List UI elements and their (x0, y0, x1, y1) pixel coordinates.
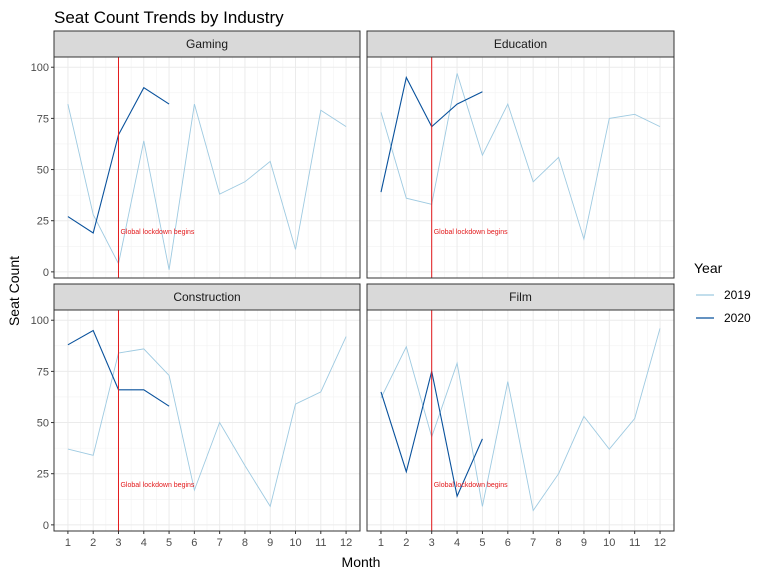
x-tick-label: 11 (315, 537, 326, 549)
panel-gaming: Gaming Global lockdown begins 0 25 50 75 100 (31, 30, 361, 279)
panel-border (53, 56, 361, 279)
facet-strip (366, 30, 675, 58)
panel-education: Education Global lockdown begins (366, 30, 675, 279)
lockdown-annotation: Global lockdown begins (120, 482, 194, 489)
x-tick-label: 1 (65, 537, 71, 549)
legend-label-2020: 2020 (724, 311, 751, 325)
x-tick-label: 3 (115, 537, 121, 549)
x-tick-label: 7 (530, 537, 536, 549)
x-tick-label: 8 (242, 537, 248, 549)
x-tick-label: 11 (629, 537, 640, 549)
x-tick-label: 6 (191, 537, 197, 549)
facet-strip (53, 30, 361, 58)
x-tick-label: 2 (403, 537, 409, 549)
x-axis-title: Month (342, 554, 381, 570)
legend: Year 2019 2020 (694, 260, 751, 325)
y-tick-label: 100 (31, 315, 49, 327)
x-tick-label: 8 (555, 537, 561, 549)
y-axis-title: Seat Count (6, 256, 22, 326)
x-tick-label: 1 (378, 537, 384, 549)
x-tick-label: 7 (217, 537, 223, 549)
y-tick-label: 75 (37, 366, 49, 378)
x-tick-label: 4 (454, 537, 460, 549)
lockdown-annotation: Global lockdown begins (120, 229, 194, 236)
x-tick-label: 4 (141, 537, 147, 549)
x-tick-label: 9 (581, 537, 587, 549)
series-line-2019 (67, 336, 347, 508)
panel-border (366, 56, 675, 279)
x-tick-label: 12 (340, 537, 352, 549)
lockdown-annotation: Global lockdown begins (434, 229, 508, 236)
x-tick-label: 10 (289, 537, 301, 549)
y-tick-label: 25 (37, 469, 49, 481)
y-tick-label: 75 (37, 113, 49, 125)
lockdown-annotation: Global lockdown begins (434, 482, 508, 489)
panel-border (53, 309, 361, 532)
facet-label: Film (509, 290, 532, 304)
series-line-2019 (380, 328, 661, 512)
facet-label: Construction (173, 290, 240, 304)
facet-label: Education (494, 37, 547, 51)
x-tick-label: 5 (479, 537, 485, 549)
facet-label: Gaming (186, 37, 228, 51)
x-tick-label: 3 (429, 537, 435, 549)
y-tick-label: 0 (43, 267, 49, 279)
x-tick-label: 12 (654, 537, 666, 549)
legend-label-2019: 2019 (724, 288, 751, 302)
facet-strip (366, 283, 675, 311)
legend-title: Year (694, 260, 723, 276)
panel-border (366, 309, 675, 532)
series-line-2019 (67, 103, 347, 270)
y-tick-label: 50 (37, 418, 49, 430)
y-tick-label: 50 (37, 165, 49, 177)
x-tick-label: 9 (267, 537, 273, 549)
series-line-2019 (380, 73, 661, 241)
x-tick-label: 5 (166, 537, 172, 549)
y-tick-label: 0 (43, 520, 49, 532)
x-tick-label: 6 (505, 537, 511, 549)
y-tick-label: 25 (37, 216, 49, 228)
x-tick-label: 2 (90, 537, 96, 549)
x-tick-label: 10 (603, 537, 615, 549)
y-tick-label: 100 (31, 62, 49, 74)
chart-title: Seat Count Trends by Industry (54, 8, 284, 27)
facet-strip (53, 283, 361, 311)
